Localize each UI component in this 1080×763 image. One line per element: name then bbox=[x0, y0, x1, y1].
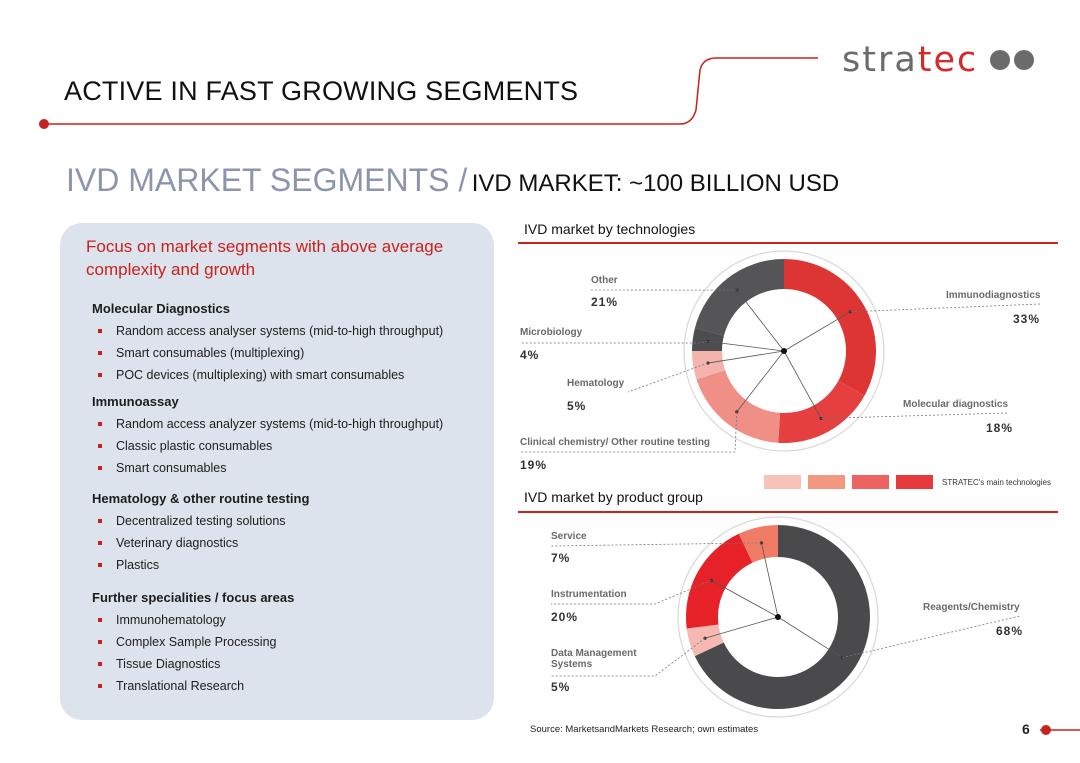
donut-slice bbox=[778, 380, 865, 443]
slice-leader-line bbox=[821, 412, 1009, 419]
company-logo: stratec bbox=[842, 40, 978, 80]
segment-list: Random access analyser systems (mid-to-h… bbox=[86, 320, 470, 386]
list-item: Veterinary diagnostics bbox=[86, 532, 470, 554]
slice-value-label: 18% bbox=[986, 421, 1014, 435]
list-item: POC devices (multiplexing) with smart co… bbox=[86, 364, 470, 386]
donut-outer-ring bbox=[683, 250, 885, 452]
slice-leader-line bbox=[842, 615, 1021, 659]
source-note: Source: MarketsandMarkets Research; own … bbox=[530, 724, 759, 735]
list-item: Plastics bbox=[86, 554, 470, 576]
legend-swatch bbox=[852, 475, 889, 489]
chart-title: IVD market by product group bbox=[524, 489, 703, 505]
donut-slice bbox=[694, 259, 784, 336]
slice-label: Clinical chemistry/ Other routine testin… bbox=[520, 437, 711, 448]
list-item: Decentralized testing solutions bbox=[86, 510, 470, 532]
slice-pointer-line bbox=[704, 616, 779, 639]
list-item: Complex Sample Processing bbox=[86, 631, 470, 653]
section-subtitle: IVD MARKET SEGMENTS / IVD MARKET: ~100 B… bbox=[66, 162, 839, 199]
legend-swatch bbox=[808, 475, 845, 489]
list-item: Random access analyzer systems (mid-to-h… bbox=[86, 413, 470, 435]
legend-note: STRATEC's main technologies bbox=[942, 478, 1051, 487]
slice-pointer-line bbox=[707, 350, 785, 364]
slice-label: Microbiology bbox=[520, 327, 583, 338]
slice-label: Instrumentation bbox=[551, 589, 627, 600]
donut-slice bbox=[784, 259, 876, 396]
slice-label: Reagents/Chemistry bbox=[923, 602, 1020, 613]
list-item: Smart consumables bbox=[86, 457, 470, 479]
list-item: Smart consumables (multiplexing) bbox=[86, 342, 470, 364]
segment-list: Immunohematology Complex Sample Processi… bbox=[86, 609, 470, 697]
subtitle-secondary: IVD MARKET: ~100 BILLION USD bbox=[471, 170, 840, 197]
segment-title: Hematology & other routine testing bbox=[92, 491, 310, 506]
slice-value-label: 7% bbox=[551, 551, 571, 565]
legend-swatch bbox=[764, 475, 801, 489]
slice-pointer-line bbox=[707, 340, 785, 352]
slice-label: Service bbox=[551, 531, 587, 542]
logo-dots-icon bbox=[990, 50, 1038, 75]
slice-value-label: 4% bbox=[520, 348, 540, 362]
list-item: Classic plastic consumables bbox=[86, 435, 470, 457]
list-item: Immunohematology bbox=[86, 609, 470, 631]
list-item: Translational Research bbox=[86, 675, 470, 697]
chart-title-rule bbox=[518, 242, 1058, 244]
focus-heading: Focus on market segments with above aver… bbox=[86, 237, 444, 279]
chart-title-rule bbox=[518, 511, 1058, 513]
focus-panel: Focus on market segments with above aver… bbox=[60, 223, 494, 720]
logo-text-gray: stra bbox=[842, 40, 918, 80]
logo-text-red: tec bbox=[917, 40, 979, 80]
slice-leader-line bbox=[551, 580, 712, 605]
donut-slice bbox=[686, 624, 724, 657]
slice-value-label: 19% bbox=[520, 458, 548, 472]
page-title: ACTIVE IN FAST GROWING SEGMENTS bbox=[64, 76, 579, 106]
donut-slice bbox=[692, 351, 726, 380]
slice-pointer-dot bbox=[840, 656, 844, 660]
legend-swatches bbox=[764, 475, 934, 489]
segment-title: Immunoassay bbox=[92, 394, 179, 409]
slice-value-label: 5% bbox=[551, 680, 571, 694]
slice-label: Immunodiagnostics bbox=[946, 290, 1041, 301]
donut-slice bbox=[686, 533, 753, 629]
donut-slice bbox=[738, 525, 778, 563]
slice-pointer-line bbox=[777, 616, 843, 659]
list-item: Random access analyser systems (mid-to-h… bbox=[86, 320, 470, 342]
slice-pointer-dot bbox=[709, 578, 714, 582]
slice-pointer-line bbox=[783, 350, 822, 419]
slice-label: Data Management Systems bbox=[551, 648, 637, 670]
donut-slice bbox=[692, 328, 724, 351]
page-number: 6 bbox=[1022, 721, 1030, 737]
donut-center-dot bbox=[775, 614, 781, 620]
slice-pointer-line bbox=[736, 289, 785, 352]
segment-list: Decentralized testing solutions Veterina… bbox=[86, 510, 470, 576]
slice-label: Molecular diagnostics bbox=[903, 399, 1009, 410]
slice-value-label: 21% bbox=[591, 295, 619, 309]
slice-leader-line bbox=[520, 411, 738, 453]
slice-leader-line bbox=[550, 542, 762, 547]
slice-pointer-line bbox=[736, 350, 785, 413]
list-item: Tissue Diagnostics bbox=[86, 653, 470, 675]
segment-title: Molecular Diagnostics bbox=[92, 301, 230, 316]
legend-swatch bbox=[896, 475, 933, 489]
slice-value-label: 20% bbox=[551, 610, 579, 624]
slice-leader-line bbox=[551, 637, 706, 677]
slice-label: Other bbox=[591, 275, 618, 286]
slice-value-label: 33% bbox=[1013, 312, 1041, 326]
donut-slice bbox=[696, 370, 781, 443]
donut-slice bbox=[694, 525, 870, 709]
slice-label: Hematology bbox=[567, 378, 625, 389]
chart-title: IVD market by technologies bbox=[524, 221, 696, 237]
subtitle-main: IVD MARKET SEGMENTS / bbox=[66, 162, 468, 198]
slice-pointer-line bbox=[783, 311, 851, 352]
slice-pointer-line bbox=[761, 542, 779, 618]
donut-outer-ring bbox=[677, 516, 879, 718]
slice-pointer-line bbox=[711, 580, 779, 618]
slice-value-label: 68% bbox=[996, 624, 1024, 638]
segment-title: Further specialities / focus areas bbox=[92, 590, 295, 605]
donut-center-dot bbox=[781, 348, 787, 354]
segment-list: Random access analyzer systems (mid-to-h… bbox=[86, 413, 470, 479]
slice-value-label: 5% bbox=[567, 399, 587, 413]
